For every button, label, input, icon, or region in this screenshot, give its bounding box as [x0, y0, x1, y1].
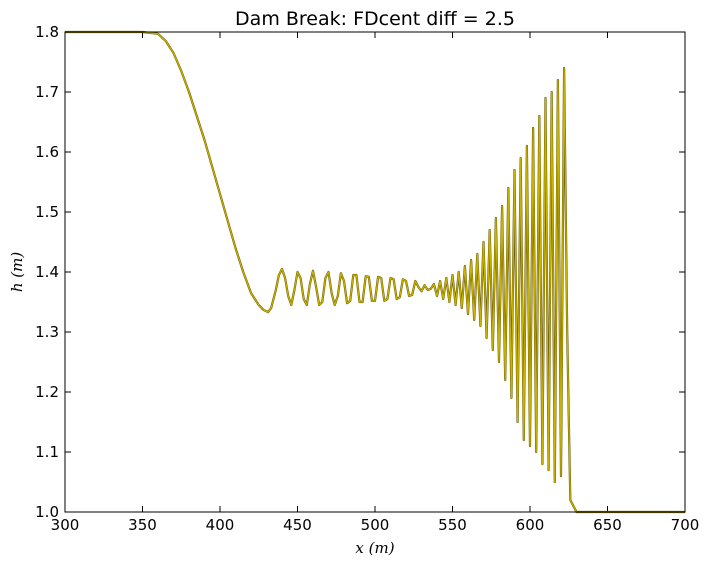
ticks-layer: 300 350 400 450 500 550 600 650 700 1.0 1.1 1.2 1.3 1… — [35, 23, 699, 534]
x-tick-label: 450 — [283, 516, 312, 534]
x-tick-label: 400 — [206, 516, 235, 534]
x-tick-label: 350 — [128, 516, 157, 534]
x-tick-label: 500 — [361, 516, 390, 534]
x-tick-label: 550 — [438, 516, 467, 534]
data-layer — [65, 30, 685, 514]
series-line-outline — [65, 30, 685, 514]
chart-title: Dam Break: FDcent diff = 2.5 — [235, 8, 515, 30]
y-tick-label: 1.7 — [35, 83, 59, 101]
y-tick-label: 1.8 — [35, 23, 59, 41]
y-tick-label: 1.6 — [35, 143, 59, 161]
y-tick-label: 1.4 — [35, 263, 59, 281]
y-tick-label: 1.2 — [35, 383, 59, 401]
series-line — [65, 31, 685, 513]
y-tick-label: 1.1 — [35, 443, 59, 461]
y-tick-label: 1.3 — [35, 323, 59, 341]
y-axis-label: h (m) — [8, 252, 26, 293]
y-tick-label: 1.0 — [35, 503, 59, 521]
x-tick-label: 600 — [516, 516, 545, 534]
x-axis-label: x (m) — [355, 539, 394, 557]
plot-frame — [64, 31, 686, 513]
y-tick-label: 1.5 — [35, 203, 59, 221]
x-tick-label: 700 — [671, 516, 700, 534]
x-tick-label: 300 — [51, 516, 80, 534]
x-tick-label: 650 — [593, 516, 622, 534]
